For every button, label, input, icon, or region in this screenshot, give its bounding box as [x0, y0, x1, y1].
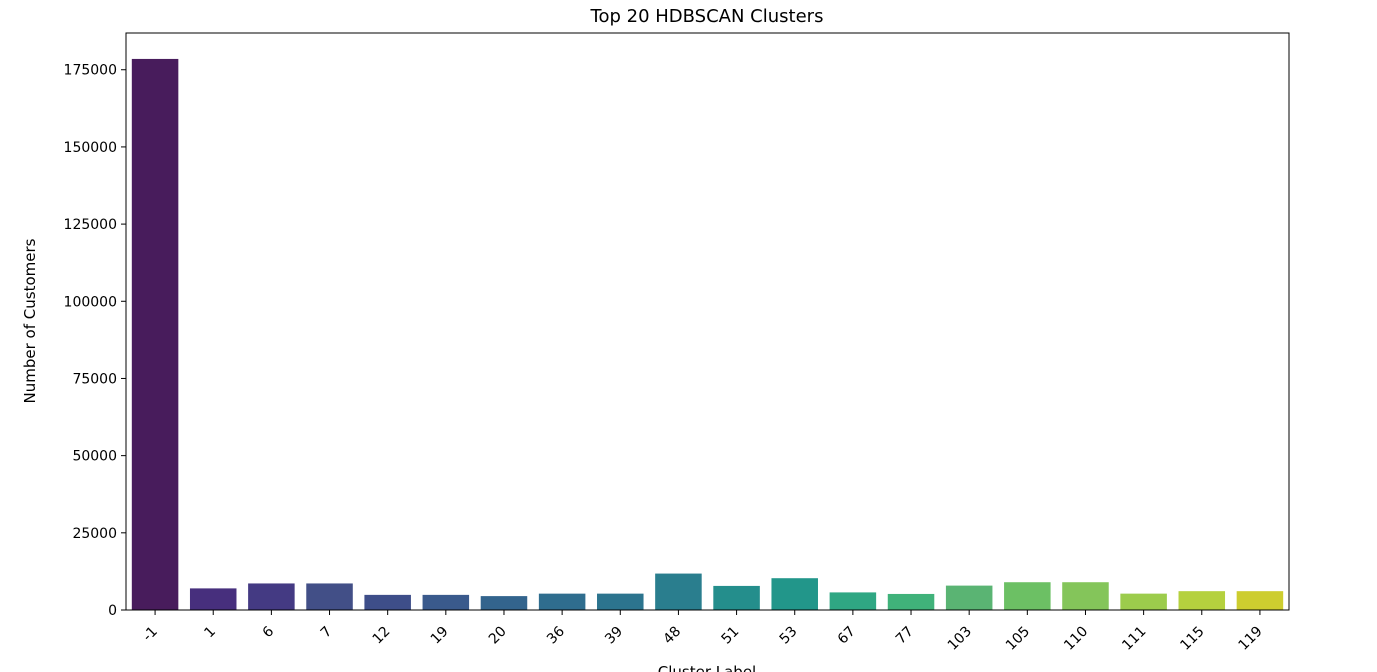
bar-cluster-20 [480, 596, 528, 610]
bar-cluster-77 [887, 593, 935, 610]
x-tick-label: 6 [260, 623, 278, 641]
x-tick-label: 20 [486, 624, 510, 648]
bar-cluster-115 [1178, 591, 1226, 610]
bar-cluster-119 [1236, 591, 1284, 610]
y-tick-label: 75000 [72, 371, 117, 387]
x-tick-label: 77 [893, 624, 917, 648]
x-tick-label: 105 [1003, 624, 1033, 654]
bar-cluster-7 [306, 583, 353, 610]
x-tick-label: 7 [318, 624, 336, 642]
y-tick-label: 150000 [64, 140, 117, 156]
bar-cluster-39 [597, 593, 644, 610]
x-tick-label: 67 [835, 624, 859, 648]
bar-cluster-1 [189, 588, 237, 610]
bar-cluster-105 [1004, 582, 1051, 610]
x-tick-label: 1 [201, 624, 219, 642]
y-tick-label: 175000 [64, 63, 117, 79]
x-tick-label: 19 [428, 624, 452, 648]
x-tick-label: 12 [370, 624, 394, 648]
y-axis-ticks: 0 25000 50000 75000 100000 125000 150000 175000 [64, 63, 126, 619]
x-axis-label: Cluster Label [658, 663, 756, 672]
bar-cluster-12 [364, 594, 411, 610]
x-tick-label: 103 [945, 624, 975, 654]
bar-cluster-48 [655, 573, 702, 610]
x-tick-label: 111 [1119, 624, 1149, 654]
y-axis-label: Number of Customers [21, 238, 39, 403]
bar-cluster-110 [1062, 582, 1109, 610]
x-axis-ticks: -1 1 6 7 12 19 20 36 39 48 51 53 67 77 103 105 110 111 115… [140, 610, 1266, 654]
bar-cluster-6 [248, 583, 295, 610]
x-tick-label: 48 [660, 624, 684, 648]
bar-cluster-36 [538, 593, 586, 610]
x-tick-label: 39 [602, 624, 626, 648]
x-tick-label: 36 [544, 623, 568, 647]
plot-frame [125, 32, 1290, 611]
bar-cluster-111 [1120, 593, 1167, 610]
x-tick-label: 110 [1061, 624, 1091, 654]
bar-cluster-67 [829, 592, 877, 610]
bar-cluster-51 [713, 585, 760, 610]
x-tick-label: 119 [1236, 624, 1266, 654]
y-tick-label: 100000 [64, 294, 117, 310]
y-tick-label: 125000 [64, 217, 117, 233]
x-tick-label: 51 [718, 624, 742, 648]
bar-cluster-103 [945, 585, 993, 610]
bars-group [131, 58, 1284, 611]
chart-title: Top 20 HDBSCAN Clusters [590, 6, 824, 27]
y-tick-label: 50000 [72, 449, 117, 465]
bar-cluster-53 [771, 578, 818, 610]
bar-cluster--1 [131, 58, 179, 611]
x-tick-label: 115 [1177, 624, 1207, 654]
x-tick-label: -1 [140, 624, 161, 645]
x-tick-label: 53 [777, 624, 801, 648]
bar-cluster-19 [422, 594, 470, 610]
y-tick-label: 0 [108, 603, 117, 619]
y-tick-label: 25000 [72, 526, 117, 542]
